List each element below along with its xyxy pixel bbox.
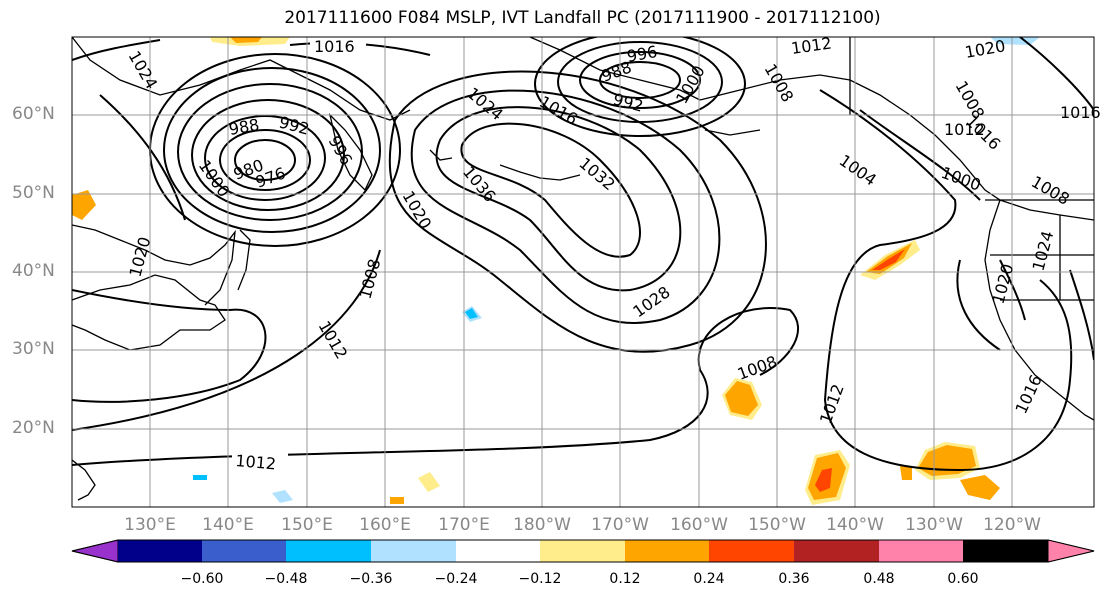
contour-label: 1012: [944, 120, 985, 139]
lat-label: 50°N: [12, 183, 55, 203]
lon-label: 180°W: [513, 515, 571, 535]
ivt-shading: [72, 37, 1040, 505]
lat-label: 20°N: [12, 418, 55, 438]
colorbar-tick-label: −0.12: [518, 571, 562, 587]
colorbar-extend-low: [71, 539, 119, 563]
colorbar-extend-high: [1047, 539, 1095, 563]
contour-label: 1024: [125, 48, 162, 93]
lat-label: 60°N: [12, 104, 55, 124]
contour-label: 1008: [356, 257, 385, 301]
colorbar-tick-label: 0.12: [609, 571, 641, 587]
map-frame: [71, 36, 1095, 508]
lon-label: 130°W: [905, 515, 963, 535]
contour-label: 1008: [952, 78, 989, 123]
colorbar-box: [540, 540, 625, 562]
lon-label: 120°W: [983, 515, 1041, 535]
contour-label: 1016: [1060, 103, 1101, 122]
colorbar-tick-label: −0.24: [434, 571, 478, 587]
contour-label: 1004: [836, 151, 880, 190]
colorbar-tick-label: −0.48: [264, 571, 308, 587]
lon-label: 140°E: [202, 515, 254, 535]
contour-label: 1024: [1029, 229, 1058, 273]
colorbar-box: [456, 540, 540, 562]
contour-label: 1016: [1011, 372, 1045, 417]
contour-label: 988: [227, 115, 260, 139]
colorbar-box: [625, 540, 709, 562]
contour-label: 992: [277, 113, 311, 139]
colorbar-box: [879, 540, 963, 562]
mslp-contours: [72, 37, 1094, 472]
colorbar-box: [118, 540, 202, 562]
lat-label: 40°N: [12, 261, 55, 281]
colorbar-box: [371, 540, 456, 562]
colorbar: [71, 539, 1095, 563]
colorbar-box: [286, 540, 371, 562]
colorbar-tick-label: 0.48: [863, 571, 895, 587]
colorbar-tick-label: −0.60: [180, 571, 224, 587]
contour-label: 1012: [816, 382, 848, 427]
contour-label: 1036: [459, 162, 500, 205]
contour-label: 1008: [735, 352, 780, 384]
colorbar-box: [709, 540, 794, 562]
colorbar-tick-label: −0.36: [349, 571, 393, 587]
colorbar-tick-label: 0.36: [778, 571, 810, 587]
lon-label: 140°W: [826, 515, 884, 535]
lon-label: 170°W: [591, 515, 649, 535]
colorbar-box: [963, 540, 1048, 562]
colorbar-boxes: [71, 539, 1095, 563]
contour-label: 1016: [314, 37, 355, 56]
lon-label: 160°W: [670, 515, 728, 535]
lon-label: 150°W: [748, 515, 806, 535]
colorbar-box: [794, 540, 879, 562]
colorbar-box: [202, 540, 286, 562]
contour-label: 1032: [575, 154, 618, 195]
lon-label: 130°E: [124, 515, 176, 535]
graticule: [72, 37, 1094, 507]
lon-label: 150°E: [281, 515, 333, 535]
coastlines: [72, 37, 1094, 501]
lon-label: 160°E: [359, 515, 411, 535]
contour-label: 1012: [315, 318, 352, 363]
map-title: 2017111600 F084 MSLP, IVT Landfall PC (2…: [284, 8, 881, 28]
lon-label: 170°E: [438, 515, 490, 535]
contour-label: 1020: [963, 36, 1006, 62]
contour-label: 1024: [463, 84, 506, 125]
colorbar-tick-label: 0.60: [947, 571, 979, 587]
colorbar-tick-label: 0.24: [693, 571, 725, 587]
lat-label: 30°N: [12, 339, 55, 359]
contour-label: 1012: [235, 451, 277, 473]
contour-label: 1008: [1028, 172, 1073, 209]
contour-label: 1000: [672, 62, 709, 107]
